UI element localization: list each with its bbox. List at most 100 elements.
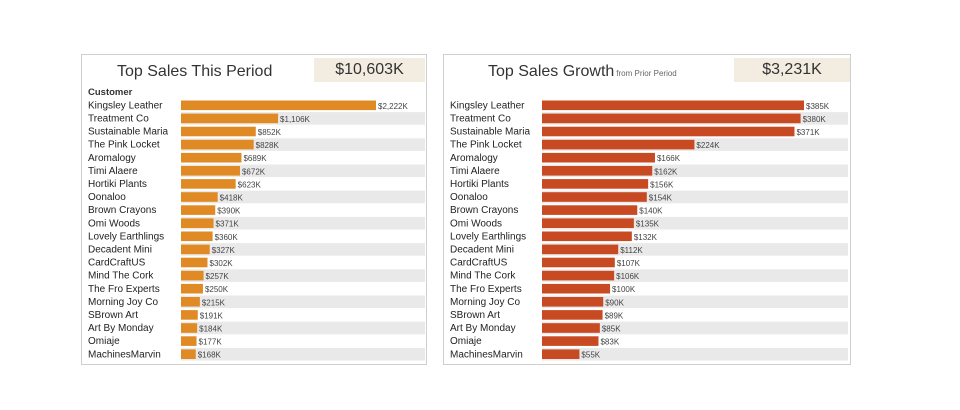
bar xyxy=(181,166,240,176)
value-label: $385K xyxy=(806,102,830,111)
value-label: $2,222K xyxy=(378,102,408,111)
bar xyxy=(542,126,795,137)
customer-label: Mind The Cork xyxy=(450,271,516,282)
total-growth-kpi: $3,231K xyxy=(734,58,850,82)
value-label: $100K xyxy=(612,285,636,294)
panel-title: Top Sales Growth from Prior Period xyxy=(488,63,677,81)
bar xyxy=(542,297,604,307)
customer-label: CardCraftUS xyxy=(450,258,508,269)
customer-label: Decadent Mini xyxy=(88,245,152,256)
row-band xyxy=(181,347,425,361)
row-band xyxy=(181,190,425,204)
value-label: $1,106K xyxy=(280,115,310,124)
bar xyxy=(542,231,632,242)
customer-label: Hortiki Plants xyxy=(88,179,147,190)
row-band xyxy=(542,243,848,256)
row-band xyxy=(181,269,425,282)
customer-label: Sustainable Maria xyxy=(88,127,168,138)
bar xyxy=(181,152,242,163)
panel-subtitle: from Prior Period xyxy=(616,69,677,78)
customer-label: Morning Joy Co xyxy=(450,297,520,308)
customer-label: Lovely Earthlings xyxy=(450,231,526,242)
value-label: $302K xyxy=(210,259,234,268)
bar xyxy=(181,205,216,215)
customer-label: CardCraftUS xyxy=(88,258,146,269)
value-label: $689K xyxy=(243,154,267,163)
customer-label: Omi Woods xyxy=(450,218,502,229)
sales-this-period-panel: Top Sales This Period $10,603K Customer … xyxy=(81,54,427,365)
bar xyxy=(542,257,615,268)
bar xyxy=(542,179,649,189)
customer-label: Kingsley Leather xyxy=(450,100,525,111)
bar xyxy=(542,244,619,255)
bar xyxy=(181,231,213,242)
bar xyxy=(181,310,198,320)
customer-label: Brown Crayons xyxy=(450,205,518,216)
bar xyxy=(181,323,198,333)
row-band xyxy=(181,164,425,178)
value-label: $184K xyxy=(199,325,223,334)
value-label: $168K xyxy=(198,351,222,360)
customer-label: Morning Joy Co xyxy=(88,297,158,308)
row-band xyxy=(181,295,425,309)
row-band xyxy=(542,347,848,361)
bar xyxy=(181,336,197,346)
value-label: $85K xyxy=(602,325,621,334)
customer-label: Timi Alaere xyxy=(450,166,500,177)
panel-title: Top Sales This Period xyxy=(117,63,273,80)
customer-label: Oonaloo xyxy=(88,192,126,203)
value-label: $83K xyxy=(600,338,619,347)
bar xyxy=(542,152,655,163)
bar xyxy=(181,179,236,189)
bar xyxy=(181,218,214,228)
bar xyxy=(542,283,611,294)
customer-label: The Pink Locket xyxy=(88,140,160,151)
bar xyxy=(542,349,580,359)
customer-label: Timi Alaere xyxy=(88,166,138,177)
bar xyxy=(542,100,804,111)
row-band xyxy=(542,295,848,309)
bar xyxy=(181,113,279,124)
bar xyxy=(181,297,200,307)
customer-label: Brown Crayons xyxy=(88,205,156,216)
row-band xyxy=(181,243,425,256)
sales-bar-chart: Kingsley Leather $2,222K Treatment Co $1,10… xyxy=(88,100,425,361)
customer-column-header: Customer xyxy=(88,87,133,98)
value-label: $418K xyxy=(220,194,244,203)
growth-bar-chart: Kingsley Leather $385K Treatment Co $380K Su… xyxy=(450,100,848,361)
value-label: $360K xyxy=(215,233,239,242)
bar xyxy=(542,323,600,333)
value-label: $177K xyxy=(199,338,223,347)
bar xyxy=(542,218,634,228)
customer-label: SBrown Art xyxy=(450,310,500,321)
customer-label: Omi Woods xyxy=(88,218,140,229)
customer-label: Mind The Cork xyxy=(88,271,154,282)
customer-label: Kingsley Leather xyxy=(88,100,163,111)
customer-label: Decadent Mini xyxy=(450,245,514,256)
value-label: $89K xyxy=(605,311,624,320)
bar xyxy=(542,310,603,320)
customer-label: MachinesMarvin xyxy=(88,349,161,360)
customer-label: Omiaje xyxy=(450,336,482,347)
value-label: $166K xyxy=(657,154,681,163)
value-label: $215K xyxy=(202,298,226,307)
value-label: $162K xyxy=(654,167,678,176)
customer-label: The Pink Locket xyxy=(450,140,522,151)
customer-label: Hortiki Plants xyxy=(450,179,509,190)
bar xyxy=(181,126,256,137)
value-label: $257K xyxy=(206,272,230,281)
row-band xyxy=(181,216,425,230)
customer-label: MachinesMarvin xyxy=(450,349,523,360)
value-label: $140K xyxy=(639,207,663,216)
bar xyxy=(181,349,196,359)
total-sales-kpi: $10,603K xyxy=(314,58,425,82)
value-label: $250K xyxy=(205,285,229,294)
bar xyxy=(181,283,203,294)
row-band xyxy=(542,321,848,335)
bar xyxy=(181,139,254,150)
customer-label: The Fro Experts xyxy=(450,284,522,295)
bar xyxy=(542,139,695,150)
value-label: $55K xyxy=(581,351,600,360)
value-label: $852K xyxy=(258,128,282,137)
customer-label: Art By Monday xyxy=(450,323,516,334)
